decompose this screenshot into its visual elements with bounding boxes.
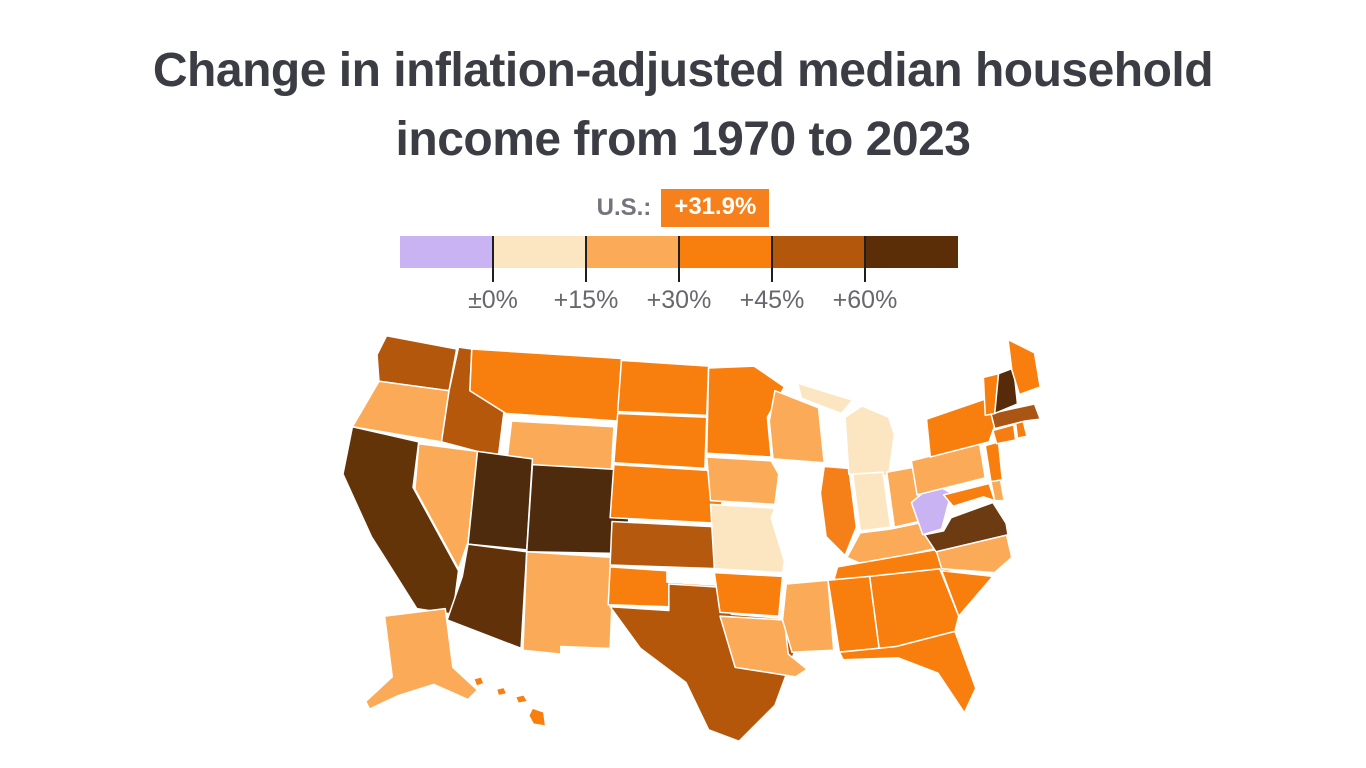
state-ms[interactable]: Mississippi — +15% to +30% [781,579,835,653]
legend-bin-4 [772,236,865,268]
chart-title: Change in inflation-adjusted median hous… [152,44,1214,167]
state-mn[interactable]: Minnesota — +30% to +45% [705,365,786,458]
scale-tick-3 [771,236,773,282]
state-az[interactable]: Arizona — above +60% [446,543,528,650]
scale-tick-label-3: +45% [739,286,805,314]
scale-tick-label-1: +15% [553,286,619,314]
us-value-badge: +31.9% [661,189,770,227]
scale-tick-4 [864,236,866,282]
state-me[interactable]: Maine — +30% to +45% [1007,338,1041,396]
state-hi[interactable]: Hawaii — +30% to +45% [472,676,485,688]
scale-tick-label-4: +60% [832,286,898,314]
state-mi[interactable]: Michigan — ±0% to +15% [796,382,854,415]
state-nh[interactable]: New Hampshire — above +60% [993,367,1019,415]
state-sd[interactable]: South Dakota — +30% to +45% [613,412,708,470]
scale-tick-1 [585,236,587,282]
state-il[interactable]: Illinois — +30% to +45% [819,465,858,557]
state-md[interactable]: Maryland — +30% to +45% [942,482,996,508]
scale-tick-2 [678,236,680,282]
scale-tick-label-2: +30% [646,286,712,314]
state-mt[interactable]: Montana — +30% to +45% [469,348,623,422]
state-wi[interactable]: Wisconsin — +15% to +30% [768,389,825,464]
state-ar[interactable]: Arkansas — +30% to +45% [713,571,784,617]
color-scale-legend: ±0% +15% +30% +45% +60% [400,236,958,314]
legend-bin-5 [865,236,958,268]
state-ia[interactable]: Iowa — +15% to +30% [705,456,780,506]
state-ne[interactable]: Nebraska — +30% to +45% [609,463,725,525]
us-value-row: U.S.: +31.9% [0,189,1366,227]
us-map-container: Washington — +45% to +60%Oregon — +15% t… [324,330,1044,747]
state-hi[interactable]: Hawaii — +30% to +45% [495,686,508,697]
legend-bin-2 [586,236,679,268]
state-hi[interactable]: Hawaii — +30% to +45% [514,694,529,705]
state-ak[interactable]: Alaska — +15% to +30% [364,607,479,710]
state-hi[interactable]: Hawaii — +30% to +45% [527,707,547,727]
state-ut[interactable]: Utah — above +60% [467,450,534,551]
legend-bin-1 [493,236,586,268]
state-fl[interactable]: Florida — +30% to +45% [838,630,977,714]
color-scale-bar [400,236,958,268]
state-nd[interactable]: North Dakota — +30% to +45% [616,359,710,417]
state-mo[interactable]: Missouri — ±0% to +15% [709,503,786,574]
scale-tick-label-0: ±0% [468,286,518,314]
state-nj[interactable]: New Jersey — +30% to +45% [984,441,1004,483]
state-nm[interactable]: New Mexico — +15% to +30% [522,551,615,655]
state-va[interactable]: Virginia — above +60% [923,501,1009,553]
state-ks[interactable]: Kansas — +45% to +60% [609,520,723,570]
us-choropleth-map: Washington — +45% to +60%Oregon — +15% t… [342,335,1041,742]
scale-tick-0 [492,236,494,282]
legend-bin-3 [679,236,772,268]
state-sc[interactable]: South Carolina — +30% to +45% [940,569,994,617]
legend-bin-0 [400,236,493,268]
state-mi[interactable]: Michigan — ±0% to +15% [844,405,896,477]
us-label: U.S.: [596,194,652,221]
state-ma[interactable]: Massachusetts — +45% to +60% [990,403,1041,430]
state-nv[interactable]: Nevada — +15% to +30% [414,443,479,570]
state-ct[interactable]: Connecticut — +30% to +45% [992,424,1017,445]
state-in[interactable]: Indiana — ±0% to +15% [851,471,892,532]
